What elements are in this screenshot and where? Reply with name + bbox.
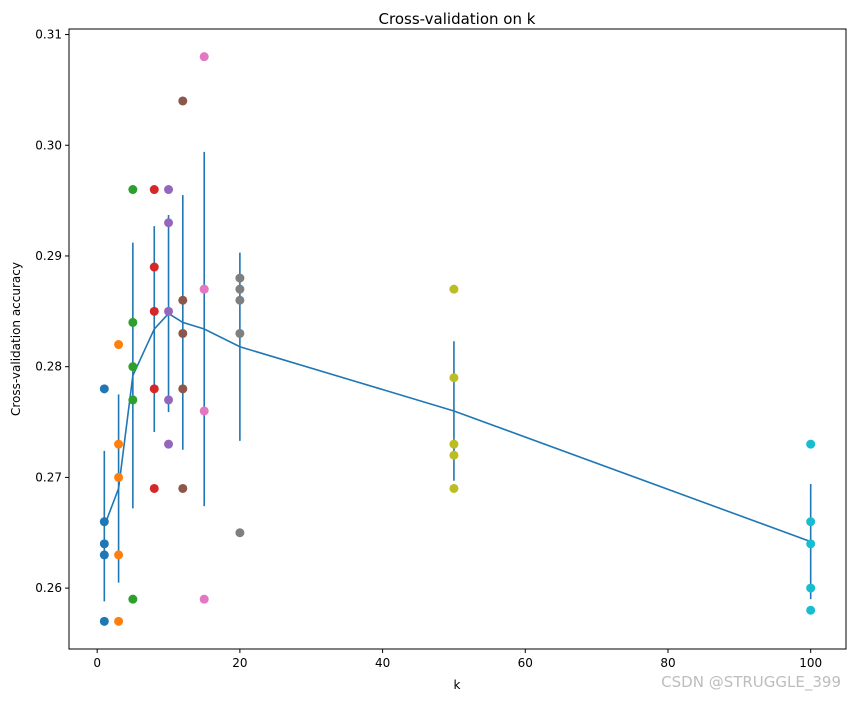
y-axis-label: Cross-validation accuracy bbox=[9, 262, 23, 416]
scatter-point bbox=[128, 395, 138, 405]
scatter-point bbox=[199, 406, 209, 416]
scatter-point bbox=[806, 583, 816, 593]
scatter-point bbox=[128, 362, 138, 372]
scatter-point bbox=[99, 384, 109, 394]
scatter-point bbox=[164, 185, 174, 195]
scatter-point bbox=[149, 384, 159, 394]
x-tick-label: 80 bbox=[660, 656, 675, 670]
plot-frame bbox=[68, 28, 847, 650]
y-axis: 0.26 0.27 0.28 0.29 0.30 0.31 bbox=[35, 28, 69, 595]
scatter-point bbox=[164, 218, 174, 228]
y-tick-label: 0.26 bbox=[35, 581, 62, 595]
scatter-point bbox=[149, 483, 159, 493]
scatter-point bbox=[806, 517, 816, 527]
scatter-point bbox=[164, 439, 174, 449]
mean-line bbox=[103, 312, 811, 543]
x-tick-label: 0 bbox=[93, 656, 101, 670]
scatter-point bbox=[128, 594, 138, 604]
scatter-point bbox=[235, 284, 245, 294]
scatter-point bbox=[178, 96, 188, 106]
scatter-points bbox=[99, 52, 816, 626]
scatter-point bbox=[235, 273, 245, 283]
scatter-point bbox=[449, 373, 459, 383]
scatter-point bbox=[235, 328, 245, 338]
scatter-point bbox=[99, 616, 109, 626]
scatter-point bbox=[199, 594, 209, 604]
y-tick-label: 0.27 bbox=[35, 470, 62, 484]
x-tick-label: 20 bbox=[232, 656, 247, 670]
scatter-point bbox=[449, 284, 459, 294]
scatter-point bbox=[806, 439, 816, 449]
scatter-point bbox=[114, 616, 124, 626]
scatter-point bbox=[128, 185, 138, 195]
scatter-point bbox=[128, 317, 138, 327]
scatter-point bbox=[114, 439, 124, 449]
scatter-point bbox=[199, 284, 209, 294]
y-tick-label: 0.29 bbox=[35, 249, 62, 263]
scatter-point bbox=[449, 450, 459, 460]
scatter-point bbox=[806, 539, 816, 549]
scatter-point bbox=[235, 528, 245, 538]
scatter-point bbox=[99, 550, 109, 560]
x-tick-label: 60 bbox=[518, 656, 533, 670]
scatter-point bbox=[99, 539, 109, 549]
y-tick-label: 0.31 bbox=[35, 28, 62, 42]
x-tick-label: 100 bbox=[799, 656, 822, 670]
y-tick-label: 0.30 bbox=[35, 138, 62, 152]
scatter-point bbox=[114, 472, 124, 482]
scatter-point bbox=[449, 439, 459, 449]
scatter-point bbox=[178, 295, 188, 305]
y-tick-label: 0.28 bbox=[35, 360, 62, 374]
scatter-point bbox=[164, 395, 174, 405]
scatter-point bbox=[178, 483, 188, 493]
scatter-point bbox=[114, 340, 124, 350]
x-axis-label: k bbox=[454, 678, 461, 692]
scatter-point bbox=[449, 483, 459, 493]
scatter-point bbox=[178, 384, 188, 394]
watermark: CSDN @STRUGGLE_399 bbox=[661, 673, 841, 691]
scatter-point bbox=[149, 306, 159, 316]
scatter-point bbox=[164, 306, 174, 316]
x-tick-label: 40 bbox=[375, 656, 390, 670]
scatter-point bbox=[114, 550, 124, 560]
scatter-point bbox=[235, 295, 245, 305]
scatter-point bbox=[199, 52, 209, 62]
scatter-point bbox=[149, 185, 159, 195]
scatter-point bbox=[178, 328, 188, 338]
chart-title: Cross-validation on k bbox=[379, 10, 536, 28]
x-axis: 0 20 40 60 80 100 bbox=[93, 649, 822, 670]
scatter-point bbox=[99, 517, 109, 527]
scatter-point bbox=[149, 262, 159, 272]
scatter-point bbox=[806, 605, 816, 615]
